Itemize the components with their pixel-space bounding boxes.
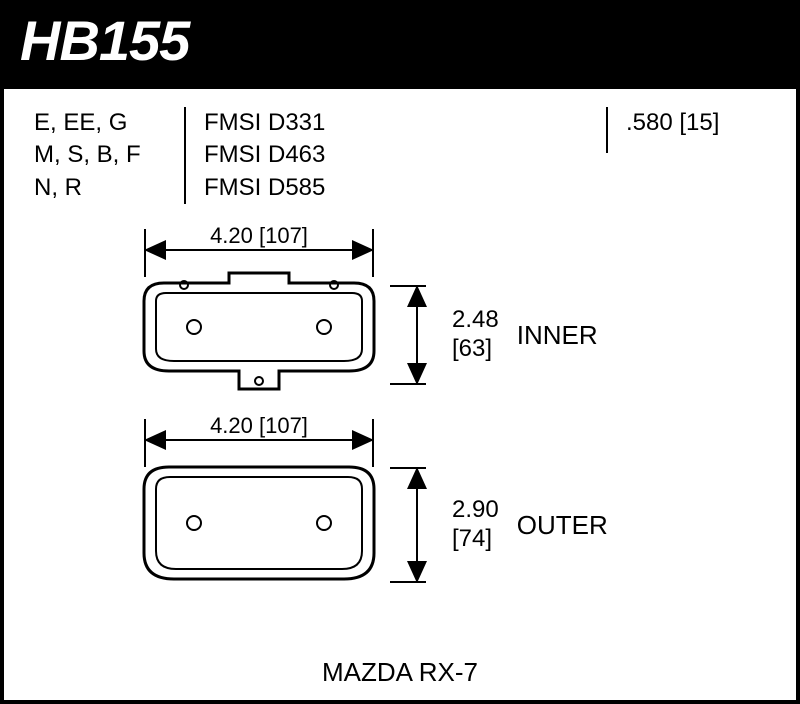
- inner-pad-name: INNER: [517, 320, 598, 351]
- fmsi-column: FMSI D331 FMSI D463 FMSI D585: [184, 107, 374, 204]
- outer-width-dimension: 4.20 [107]: [144, 419, 374, 461]
- inner-pad-block: 4.20 [107] 2.48: [134, 229, 694, 399]
- outer-height-label: 2.90 [74]: [452, 496, 499, 554]
- inner-height-dimension: [398, 285, 438, 385]
- inner-height-label: 2.48 [63]: [452, 306, 499, 364]
- inner-pad-shape: [134, 271, 384, 399]
- content-area: E, EE, G M, S, B, F N, R FMSI D331 FMSI …: [0, 89, 800, 704]
- fmsi-code: FMSI D585: [204, 172, 374, 204]
- thickness-value: .580 [15]: [626, 107, 766, 139]
- outer-pad-name: OUTER: [517, 510, 608, 541]
- inner-width-dimension: 4.20 [107]: [144, 229, 374, 271]
- fmsi-code: FMSI D331: [204, 107, 374, 139]
- outer-pad-block: 4.20 [107] 2.90 [74] OUTER: [134, 419, 694, 589]
- header-bar: HB155: [0, 0, 800, 89]
- outer-pad-shape: [134, 461, 384, 589]
- vehicle-label: MAZDA RX-7: [4, 657, 796, 688]
- part-number: HB155: [20, 8, 780, 73]
- outer-width-label: 4.20 [107]: [194, 413, 324, 439]
- compounds-line: E, EE, G: [34, 107, 184, 139]
- diagram-area: 4.20 [107] 2.48: [134, 229, 694, 609]
- compounds-column: E, EE, G M, S, B, F N, R: [34, 107, 184, 204]
- outer-height-dimension: [398, 467, 438, 583]
- thickness-column: .580 [15]: [606, 107, 766, 153]
- compounds-line: M, S, B, F: [34, 139, 184, 171]
- compounds-line: N, R: [34, 172, 184, 204]
- inner-width-label: 4.20 [107]: [194, 223, 324, 249]
- fmsi-code: FMSI D463: [204, 139, 374, 171]
- info-row: E, EE, G M, S, B, F N, R FMSI D331 FMSI …: [34, 107, 766, 204]
